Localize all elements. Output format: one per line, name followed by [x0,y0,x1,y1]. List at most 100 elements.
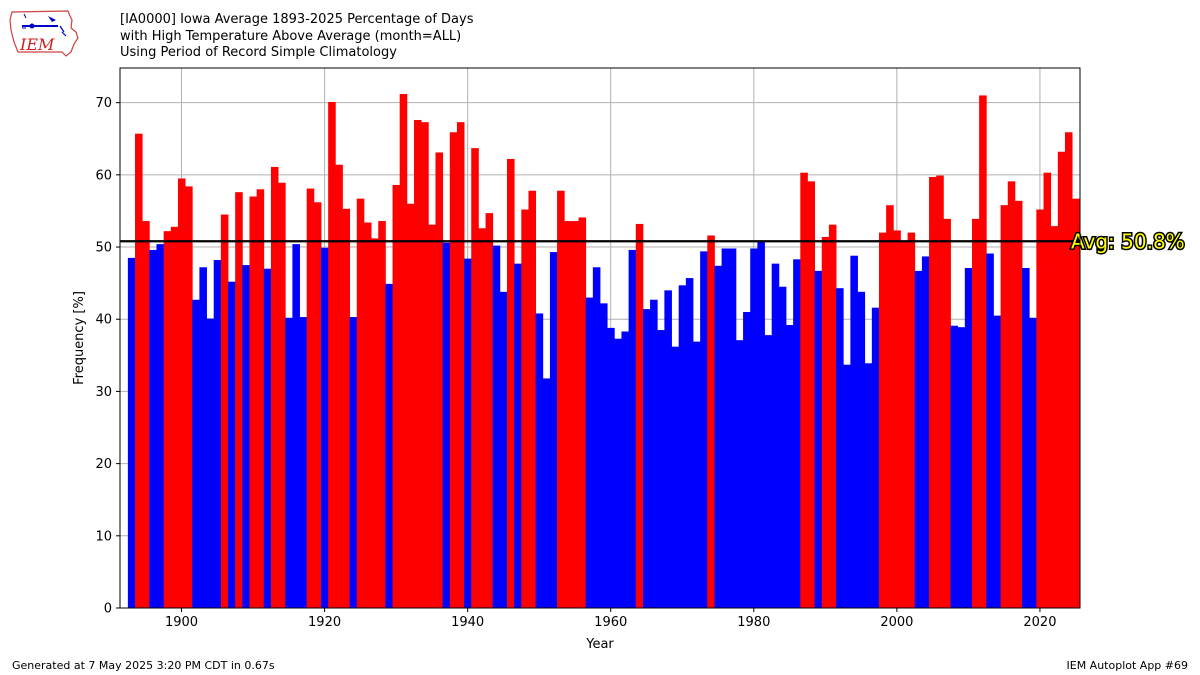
bar-1906 [220,214,229,609]
bar-1942 [478,228,486,608]
bar-1981 [757,241,765,609]
bar-2016 [1007,181,1016,609]
bar-1993 [843,364,851,608]
bar-1928 [378,221,386,608]
bar-1922 [335,164,343,608]
bar-1978 [735,340,744,608]
x-tick-label: 2000 [880,615,913,630]
y-tick-label: 60 [95,168,112,183]
bar-1905 [213,260,222,608]
y-tick-label: 40 [95,313,112,328]
bar-1977 [728,248,737,609]
y-tick-label: 30 [95,385,112,400]
app-label: IEM Autoplot App #69 [1066,659,1189,672]
bar-1970 [678,285,687,608]
y-tick-label: 70 [95,96,112,111]
bar-1934 [421,122,429,609]
bar-1962 [621,331,630,608]
bar-2015 [1000,205,1009,608]
bar-2018 [1022,267,1030,608]
bar-1895 [142,221,150,608]
x-tick-label: 1900 [165,615,198,630]
bar-1919 [313,202,322,608]
y-tick-label: 50 [95,241,112,256]
bar-1945 [499,291,508,608]
bar-2004 [921,256,930,608]
bar-2024 [1064,132,1073,608]
bar-2007 [943,218,951,608]
bar-1954 [564,221,572,608]
bar-1913 [270,166,279,608]
bar-1983 [771,263,780,608]
chart-title-line-3: Using Period of Record Simple Climatolog… [120,45,397,60]
bar-1953 [557,190,565,608]
bar-2022 [1050,226,1059,608]
bar-1980 [750,248,758,609]
bar-1990 [821,236,830,608]
bar-1944 [492,245,501,609]
bar-1992 [836,288,844,608]
bar-1957 [585,297,594,608]
bar-1965 [642,309,651,608]
plot-frame [119,67,1081,609]
x-tick-label: 2020 [1023,615,1056,630]
bar-1989 [814,270,823,608]
bar-2008 [950,325,959,608]
bar-1995 [857,291,866,608]
bar-1991 [828,224,837,608]
bar-2011 [971,218,980,608]
bar-1926 [363,222,372,608]
bar-1904 [206,318,215,608]
bar-1923 [342,208,351,609]
bar-1972 [692,341,701,608]
bar-2006 [936,175,944,609]
bar-1955 [571,221,579,608]
bar-1925 [356,198,365,608]
average-line-group: Avg: 50.8% [120,228,1186,255]
bar-2000 [893,230,901,608]
bar-1985 [785,325,794,608]
bar-1975 [714,265,723,608]
bar-1960 [607,327,615,608]
x-tick-label: 1960 [594,615,627,630]
bar-1902 [192,299,200,608]
bar-2003 [914,270,923,608]
bar-1946 [507,158,515,608]
bar-1971 [685,278,694,608]
bar-2010 [964,267,973,608]
bar-2005 [929,177,937,609]
bar-1932 [406,203,415,608]
chart-title-line-2: with High Temperature Above Average (mon… [120,29,462,44]
bar-1976 [721,248,730,609]
bar-1952 [549,252,558,608]
bar-1966 [650,299,658,608]
bar-1973 [700,251,708,608]
bar-1900 [177,178,186,609]
bar-1956 [578,217,587,608]
bar-1927 [371,238,379,608]
bar-1949 [528,190,537,608]
bar-1916 [292,244,300,609]
bar-2019 [1029,317,1037,608]
bar-1987 [800,172,808,608]
bar-1903 [199,267,207,608]
bar-2001 [900,241,909,609]
x-tick-label: 1920 [308,615,341,630]
bar-1935 [428,224,436,608]
bar-2002 [907,232,916,608]
bar-1914 [278,182,286,608]
x-tick-label: 1940 [451,615,484,630]
bar-1950 [535,313,544,608]
bar-1908 [235,192,243,608]
bar-1940 [464,258,472,608]
bar-1974 [707,235,715,608]
bar-1979 [743,312,751,608]
bar-1958 [592,267,601,608]
y-axis-label: Frequency [%] [72,291,87,385]
bar-1937 [442,242,451,609]
bar-1917 [299,317,308,608]
bar-2009 [957,327,966,608]
bar-2020 [1036,209,1044,609]
bar-1899 [170,226,179,608]
